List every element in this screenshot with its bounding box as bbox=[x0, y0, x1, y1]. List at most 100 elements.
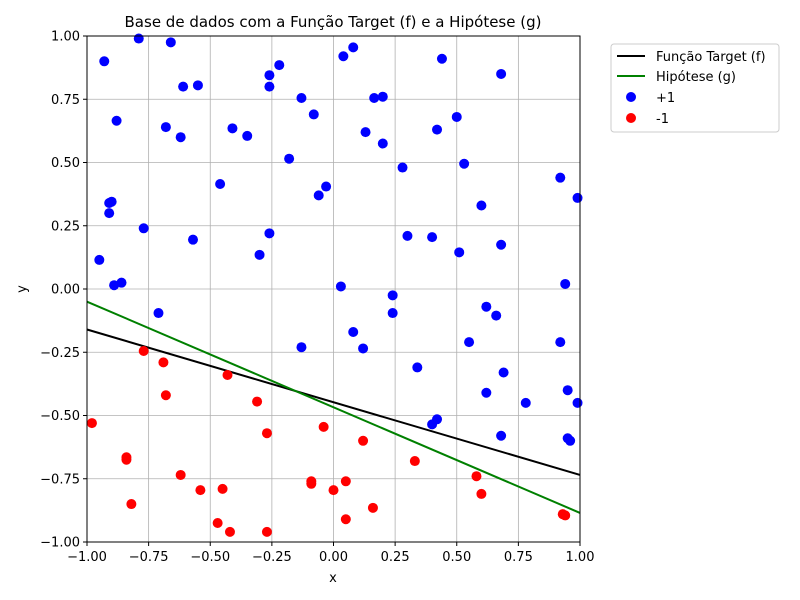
positive-point bbox=[227, 123, 238, 134]
y-tick-label: 0.00 bbox=[51, 283, 80, 298]
positive-point bbox=[369, 92, 380, 103]
positive-point bbox=[481, 387, 492, 398]
x-tick-label: −0.50 bbox=[190, 550, 230, 565]
positive-point bbox=[496, 239, 507, 250]
chart-title: Base de dados com a Função Target (f) e … bbox=[125, 13, 542, 31]
positive-point bbox=[498, 367, 509, 378]
positive-point bbox=[459, 158, 470, 169]
ticks-layer: −1.00 −0.75 −0.50 −0.25 0.00 0.25 0.50 0.75 1.00… bbox=[40, 30, 594, 566]
positive-point bbox=[264, 228, 275, 239]
positive-point bbox=[464, 337, 475, 348]
negative-point bbox=[367, 502, 378, 513]
negative-point bbox=[224, 526, 235, 537]
positive-point bbox=[254, 249, 265, 260]
positive-point bbox=[555, 172, 566, 183]
grid bbox=[86, 35, 581, 543]
positive-point bbox=[387, 290, 398, 301]
positive-point bbox=[321, 181, 332, 192]
lines-layer bbox=[86, 300, 581, 514]
positive-point bbox=[296, 342, 307, 353]
positive-point bbox=[335, 281, 346, 292]
positive-point bbox=[432, 124, 443, 135]
positive-point bbox=[454, 247, 465, 258]
negative-point bbox=[222, 370, 233, 381]
negative-point bbox=[160, 390, 171, 401]
y-tick-label: −0.50 bbox=[40, 409, 80, 424]
legend-marker-negative bbox=[626, 113, 636, 123]
positive-point bbox=[560, 278, 571, 289]
negative-point bbox=[261, 526, 272, 537]
negative-point bbox=[318, 421, 329, 432]
positive-point bbox=[562, 385, 573, 396]
legend: Função Target (f) Hipótese (g) +1 -1 bbox=[610, 43, 780, 133]
target-function-line bbox=[86, 328, 581, 476]
legend-label-hypothesis: Hipótese (g) bbox=[656, 70, 736, 85]
positive-point bbox=[377, 91, 388, 102]
negative-point bbox=[86, 418, 97, 429]
negative-point bbox=[409, 456, 420, 467]
positive-point bbox=[520, 397, 531, 408]
negative-point bbox=[126, 499, 137, 510]
negative-point bbox=[212, 518, 223, 529]
negative-point bbox=[252, 396, 263, 407]
points-layer bbox=[86, 33, 583, 537]
positive-point bbox=[451, 111, 462, 122]
positive-point bbox=[178, 81, 189, 92]
negative-point bbox=[306, 478, 317, 489]
y-tick-label: −1.00 bbox=[40, 536, 80, 551]
positive-point bbox=[313, 190, 324, 201]
x-axis-label: x bbox=[329, 571, 337, 586]
positive-point bbox=[427, 419, 438, 430]
y-tick-label: 0.50 bbox=[51, 156, 80, 171]
positive-point bbox=[338, 51, 349, 62]
positive-point bbox=[348, 42, 359, 53]
positive-point bbox=[397, 162, 408, 173]
negative-point bbox=[217, 483, 228, 494]
positive-point bbox=[496, 430, 507, 441]
negative-point bbox=[175, 469, 186, 480]
positive-point bbox=[264, 70, 275, 81]
positive-point bbox=[116, 277, 127, 288]
positive-point bbox=[572, 192, 583, 203]
positive-point bbox=[402, 230, 413, 241]
legend-marker-positive bbox=[626, 92, 636, 102]
negative-point bbox=[261, 428, 272, 439]
x-tick-label: 0.00 bbox=[319, 550, 348, 565]
positive-point bbox=[284, 153, 295, 164]
x-tick-label: −0.75 bbox=[129, 550, 169, 565]
positive-point bbox=[377, 138, 388, 149]
negative-point bbox=[158, 357, 169, 368]
positive-point bbox=[358, 343, 369, 354]
positive-point bbox=[175, 132, 186, 143]
negative-point bbox=[476, 488, 487, 499]
positive-point bbox=[296, 92, 307, 103]
positive-point bbox=[242, 130, 253, 141]
y-tick-label: 0.75 bbox=[51, 93, 80, 108]
positive-point bbox=[387, 308, 398, 319]
x-tick-label: 0.50 bbox=[442, 550, 471, 565]
positive-point bbox=[165, 37, 176, 48]
positive-point bbox=[360, 127, 371, 138]
positive-point bbox=[348, 327, 359, 338]
positive-point bbox=[555, 337, 566, 348]
positive-point bbox=[496, 68, 507, 79]
y-axis-label: y bbox=[15, 285, 30, 293]
legend-label-negative: -1 bbox=[656, 112, 669, 127]
x-tick-label: 1.00 bbox=[566, 550, 595, 565]
positive-point bbox=[565, 435, 576, 446]
positive-point bbox=[481, 301, 492, 312]
hypothesis-line bbox=[86, 300, 581, 514]
x-tick-label: −1.00 bbox=[67, 550, 107, 565]
negative-point bbox=[340, 476, 351, 487]
positive-point bbox=[215, 179, 226, 190]
negative-point bbox=[340, 514, 351, 525]
negative-point bbox=[138, 345, 149, 356]
y-tick-label: 0.25 bbox=[51, 219, 80, 234]
x-tick-label: 0.75 bbox=[504, 550, 533, 565]
positive-point bbox=[264, 81, 275, 92]
positive-point bbox=[192, 80, 203, 91]
positive-point bbox=[94, 254, 105, 265]
positive-point bbox=[99, 56, 110, 67]
x-tick-label: 0.25 bbox=[381, 550, 410, 565]
